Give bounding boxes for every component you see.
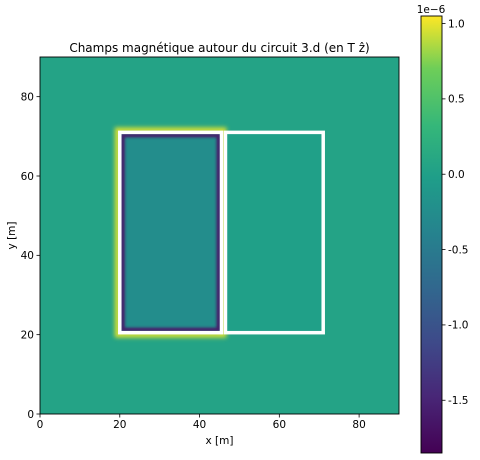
- y-tick-label: 80: [21, 91, 34, 103]
- colorbar-tick-label: -1.0: [448, 320, 469, 332]
- x-tick-label: 0: [37, 419, 44, 431]
- left-loop-field: [119, 132, 222, 333]
- colorbar-tick-label: -1.5: [448, 395, 469, 407]
- right-loop-field: [225, 132, 324, 333]
- circuit-loop-1: [118, 130, 224, 335]
- circuit-loop-2: [223, 130, 325, 335]
- colorbar-offset-text: 1e−6: [417, 4, 446, 16]
- outer-field-glow: [114, 127, 227, 338]
- x-axis-label: x [m]: [206, 435, 234, 447]
- y-tick-label: 40: [21, 250, 34, 262]
- colorbar-ticks: 1.0 0.5 0.0 -0.5 -1.0 -1.5: [442, 18, 469, 407]
- heatmap-image: [40, 57, 399, 414]
- colorbar-tick-label: 0.0: [448, 169, 465, 181]
- colorbar-tick-label: 0.5: [448, 94, 465, 106]
- y-tick-label: 20: [21, 329, 34, 341]
- colorbar-tick-label: 1.0: [448, 18, 465, 30]
- x-tick-label: 40: [193, 419, 206, 431]
- y-axis-label: y [m]: [6, 222, 18, 250]
- x-tick-label: 60: [273, 419, 286, 431]
- y-tick-label: 0: [27, 409, 34, 421]
- circuit-outline: [118, 130, 325, 335]
- colorbar: [420, 15, 443, 454]
- x-axis-ticks: 0 20 40 60 80: [37, 414, 366, 431]
- inner-field-edge: [120, 133, 221, 332]
- y-tick-label: 60: [21, 171, 34, 183]
- plot-frame: [39, 56, 400, 415]
- x-tick-label: 80: [352, 419, 365, 431]
- x-tick-label: 20: [113, 419, 126, 431]
- colorbar-tick-label: -0.5: [448, 244, 469, 256]
- chart-title: Champs magnétique autour du circuit 3.d …: [69, 41, 369, 55]
- y-axis-ticks: 0 20 40 60 80: [21, 91, 40, 421]
